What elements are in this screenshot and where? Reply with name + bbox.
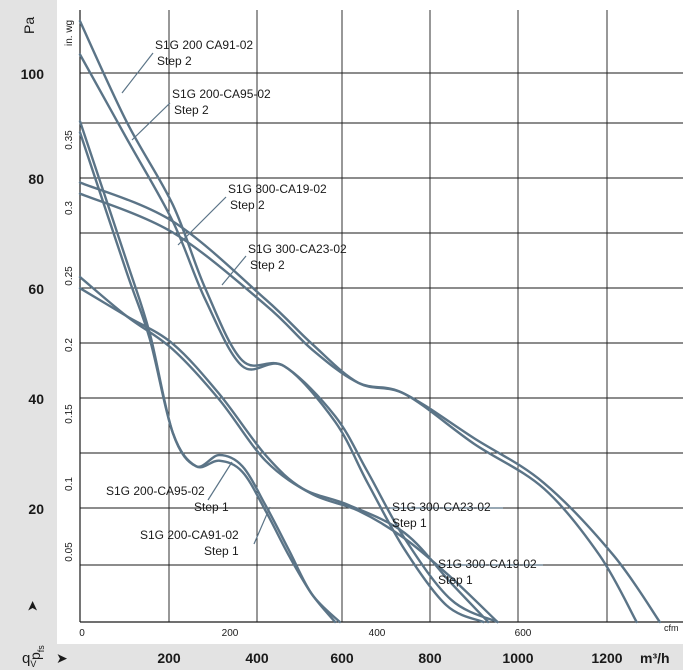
y-axis-arrow: ➤: [24, 600, 40, 612]
curve-5: [78, 131, 337, 624]
m3h-tick-label: 200: [157, 650, 181, 666]
cfm-tick-label: 400: [369, 628, 386, 639]
curve-label: S1G 200-CA91-02 Step 1: [140, 528, 239, 558]
label-leader: [131, 102, 171, 141]
m3h-tick-label: 800: [418, 650, 442, 666]
x-axis-title-group: qV ➤ m³/h cfm: [22, 623, 679, 669]
curves: [78, 19, 661, 624]
x-axis-symbol: qV: [22, 650, 36, 669]
inwg-tick-label: 0.1: [64, 477, 75, 491]
y-axis-title-group: Pa in. wg ➤ pfs: [21, 17, 75, 660]
cfm-tick-label: 200: [222, 628, 239, 639]
x-axis-symbol-sub: V: [30, 659, 36, 669]
bottom-axis-band: [0, 644, 683, 670]
curve-label: S1G 200 CA91-02 Step 2: [155, 38, 253, 68]
label-leaders: [121, 52, 543, 566]
curve-labels: S1G 200 CA91-02 Step 2 S1G 200-CA95-02 Step…: [106, 38, 537, 587]
pa-tick-label: 20: [28, 501, 44, 517]
pa-tick-label: 40: [28, 391, 44, 407]
inwg-tick-label: 0.05: [64, 542, 75, 562]
label-leader: [177, 196, 227, 246]
cfm-tick-label: 0: [79, 628, 85, 639]
y-axis-symbol: pfs: [27, 645, 46, 660]
label-leader: [207, 461, 233, 501]
y-axis-symbol-main: p: [27, 652, 43, 660]
label-leader: [253, 506, 271, 545]
grid: [79, 10, 683, 623]
curve-label: S1G 200-CA95-02 Step 1: [106, 484, 229, 514]
m3h-tick-label: 1000: [502, 650, 533, 666]
pa-tick-label: 80: [28, 171, 44, 187]
curve-label: S1G 300-CA23-02 Step 1: [392, 500, 491, 530]
tick-labels: 100 80 60 40 20 0.35 0.3 0.25 0.2 0.15 0.1 0.05 200 4…: [21, 66, 623, 666]
inwg-tick-label: 0.35: [64, 130, 75, 150]
y-axis-title: Pa: [21, 17, 37, 34]
curve-label: S1G 200-CA95-02 Step 2: [172, 87, 271, 117]
pa-tick-label: 100: [21, 66, 45, 82]
m3h-tick-label: 400: [245, 650, 269, 666]
curve-4: [78, 192, 638, 624]
m3h-tick-label: 1200: [591, 650, 622, 666]
inwg-tick-label: 0.15: [64, 404, 75, 424]
x-axis-symbol-main: q: [22, 650, 30, 667]
inwg-tick-label: 0.25: [64, 266, 75, 286]
curve-label: S1G 300-CA19-02 Step 1: [438, 557, 537, 587]
curve-2: [78, 53, 485, 624]
inwg-tick-label: 0.2: [64, 338, 75, 352]
x-axis-top-unit: cfm: [664, 623, 679, 633]
y-axis-subtitle: in. wg: [64, 20, 75, 46]
x-axis-arrow: ➤: [56, 650, 68, 666]
label-leader: [121, 52, 154, 94]
label-leader: [221, 255, 247, 286]
left-axis-band: [0, 0, 57, 644]
pa-tick-label: 60: [28, 281, 44, 297]
m3h-tick-label: 600: [330, 650, 354, 666]
curve-label: S1G 300-CA19-02 Step 2: [228, 182, 327, 212]
curve-label: S1G 300-CA23-02 Step 2: [248, 242, 347, 272]
cfm-tick-label: 600: [515, 628, 532, 639]
curve-8: [78, 275, 499, 624]
inwg-tick-label: 0.3: [64, 201, 75, 215]
y-axis-symbol-sub: fs: [36, 645, 46, 653]
curve-6: [78, 120, 341, 624]
x-axis-unit: m³/h: [640, 650, 670, 666]
